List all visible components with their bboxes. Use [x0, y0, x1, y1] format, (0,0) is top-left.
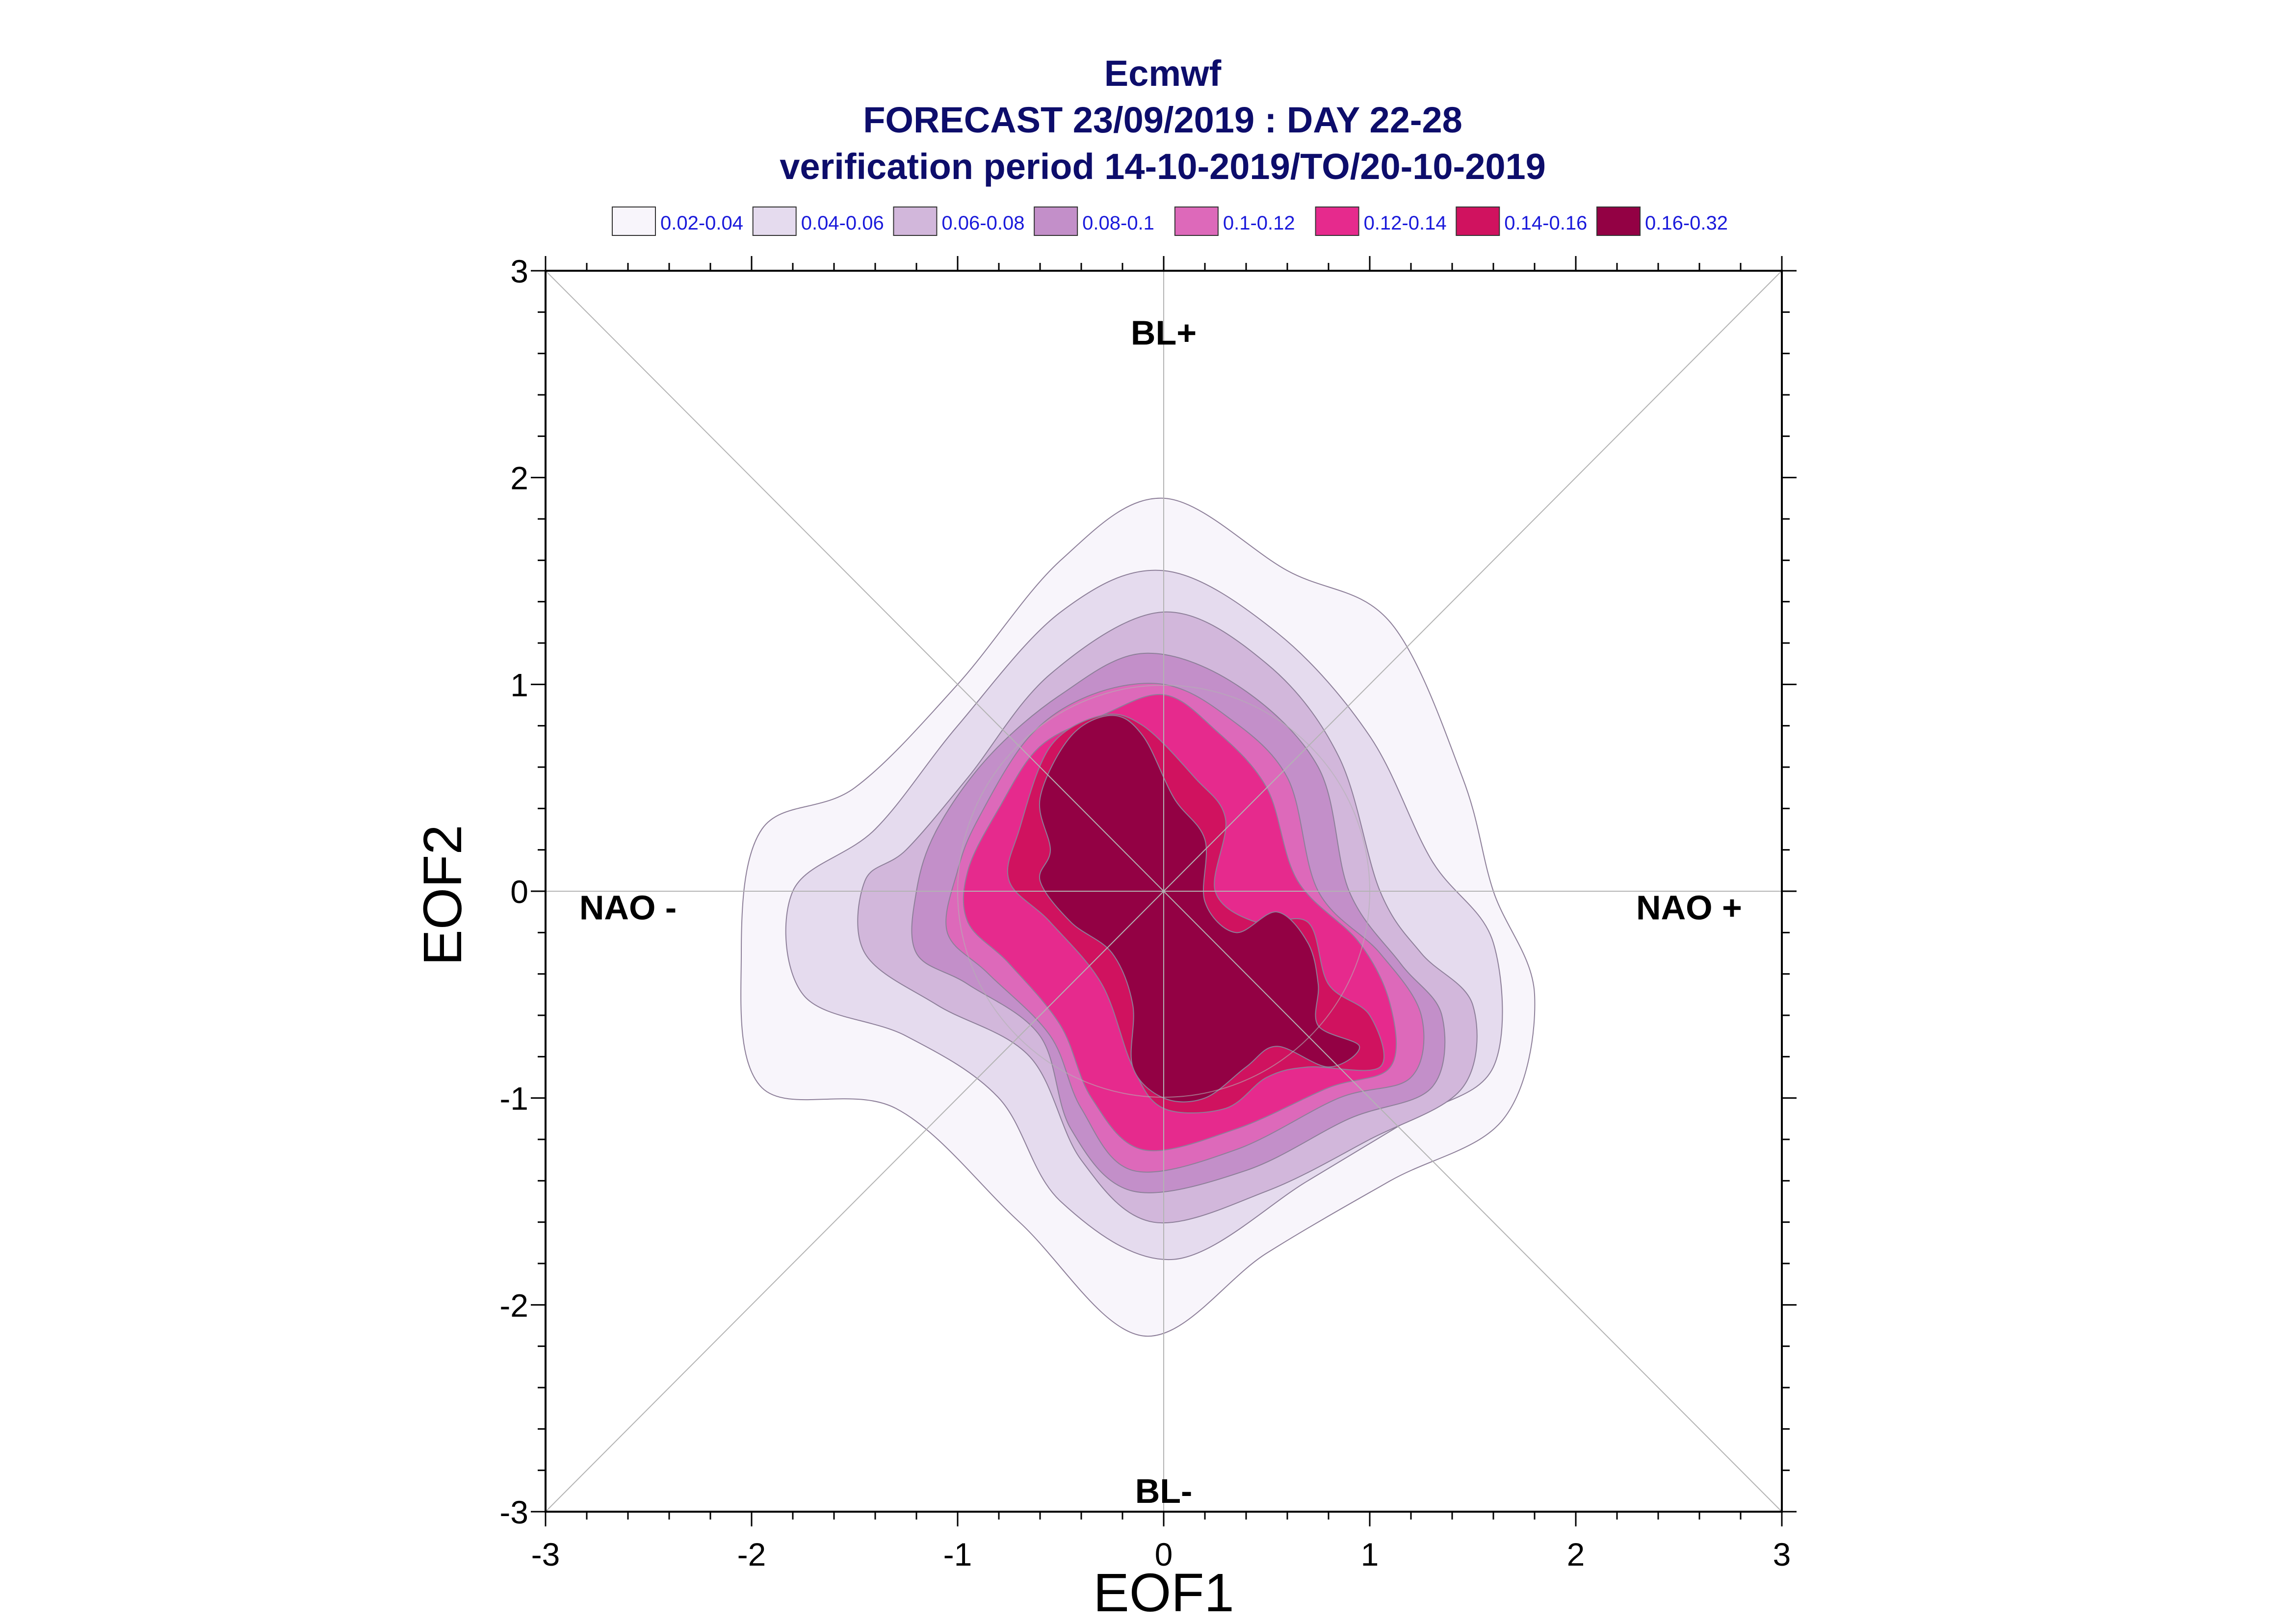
- legend-label: 0.08-0.1: [1082, 212, 1154, 234]
- chart-title-line-2: FORECAST 23/09/2019 : DAY 22-28: [863, 100, 1462, 140]
- x-axis-title: EOF1: [1093, 1563, 1234, 1623]
- y-tick-label: -3: [499, 1494, 528, 1530]
- legend-label: 0.16-0.32: [1645, 212, 1728, 234]
- reference-circle: [957, 685, 1370, 1098]
- region-label: NAO +: [1636, 889, 1742, 927]
- x-tick-label: -1: [943, 1536, 972, 1572]
- legend-swatch: [1315, 206, 1359, 236]
- y-tick-label: -2: [499, 1287, 528, 1323]
- legend-swatch: [1456, 206, 1500, 236]
- legend-label: 0.02-0.04: [660, 212, 743, 234]
- legend-swatch: [1174, 206, 1219, 236]
- x-tick-label: 1: [1361, 1536, 1379, 1572]
- legend-swatch: [612, 206, 656, 236]
- legend-label: 0.1-0.12: [1223, 212, 1295, 234]
- x-tick-label: 2: [1567, 1536, 1585, 1572]
- y-tick-label: 2: [510, 460, 528, 496]
- legend-label: 0.14-0.16: [1504, 212, 1587, 234]
- axis-ticks: [531, 256, 1797, 1526]
- region-labels: BL+ BL- NAO - NAO +: [579, 314, 1742, 1510]
- contour-level-8: [1039, 715, 1360, 1103]
- legend-label: 0.06-0.08: [941, 212, 1024, 234]
- gridlines: [545, 270, 1782, 1512]
- y-tick-label: -1: [499, 1081, 528, 1117]
- y-tick-label: 0: [510, 874, 528, 910]
- x-tick-label: -2: [737, 1536, 766, 1572]
- plot-area: -3-3 -2 -2 -1 -1 0 0 1 1 2 2 3 3 BL+ BL- NAO - NAO +: [499, 253, 1797, 1572]
- tick-labels: -3-3 -2 -2 -1 -1 0 0 1 1 2 2 3 3: [499, 253, 1791, 1572]
- legend-swatch: [1034, 206, 1078, 236]
- legend-swatch: [893, 206, 938, 236]
- x-tick-label: 0: [1155, 1536, 1173, 1572]
- legend-label: 0.04-0.06: [801, 212, 884, 234]
- y-tick-label: 3: [510, 253, 528, 289]
- x-tick-label: -3: [531, 1536, 560, 1572]
- region-label: NAO -: [579, 889, 677, 927]
- y-tick-label: 1: [510, 667, 528, 703]
- chart-title-line-3: verification period 14-10-2019/TO/20-10-…: [780, 146, 1546, 187]
- chart-title-line-1: Ecmwf: [1104, 53, 1222, 94]
- y-axis-title: EOF2: [413, 825, 473, 965]
- legend-swatch: [752, 206, 797, 236]
- region-label: BL+: [1131, 314, 1197, 352]
- legend-label: 0.12-0.14: [1364, 212, 1447, 234]
- legend: 0.02-0.04 0.04-0.06 0.06-0.08 0.08-0.1 0.1-0…: [612, 206, 1728, 236]
- x-tick-label: 3: [1773, 1536, 1791, 1572]
- region-label: BL-: [1135, 1472, 1193, 1510]
- legend-swatch: [1596, 206, 1641, 236]
